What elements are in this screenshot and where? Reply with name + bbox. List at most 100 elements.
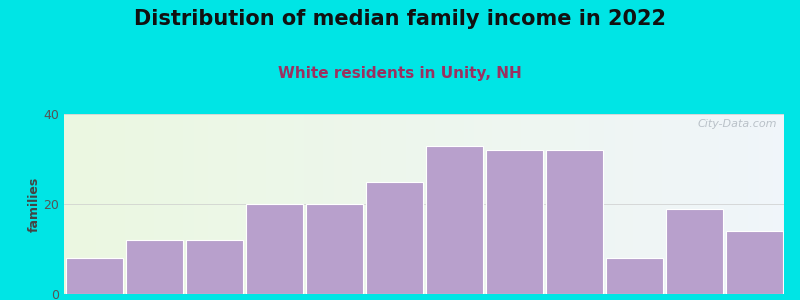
Bar xyxy=(558,114,561,294)
Bar xyxy=(467,114,471,294)
Bar xyxy=(755,114,758,294)
Bar xyxy=(637,114,640,294)
Bar xyxy=(586,114,590,294)
Bar xyxy=(67,114,71,294)
Bar xyxy=(254,114,258,294)
Bar xyxy=(766,114,770,294)
Bar xyxy=(532,114,536,294)
Bar xyxy=(277,114,280,294)
Bar xyxy=(110,114,114,294)
Bar xyxy=(129,114,133,294)
Bar xyxy=(669,114,672,294)
Bar xyxy=(614,114,618,294)
Bar xyxy=(578,114,582,294)
Bar xyxy=(582,114,586,294)
Bar xyxy=(334,114,338,294)
Bar xyxy=(126,240,182,294)
Bar xyxy=(640,114,643,294)
Bar xyxy=(246,204,302,294)
Bar xyxy=(690,114,694,294)
Bar xyxy=(734,114,738,294)
Bar xyxy=(161,114,165,294)
Bar xyxy=(536,114,539,294)
Bar xyxy=(374,114,378,294)
Bar xyxy=(211,114,215,294)
Bar xyxy=(294,114,298,294)
Bar xyxy=(240,114,244,294)
Bar xyxy=(450,114,453,294)
Bar xyxy=(522,114,525,294)
Bar xyxy=(154,114,158,294)
Bar xyxy=(438,114,442,294)
Bar xyxy=(176,114,179,294)
Bar xyxy=(611,114,614,294)
Bar xyxy=(139,114,143,294)
Bar xyxy=(186,240,242,294)
Bar xyxy=(741,114,744,294)
Bar xyxy=(316,114,319,294)
Bar xyxy=(738,114,741,294)
Bar xyxy=(312,114,316,294)
Bar xyxy=(529,114,532,294)
Bar xyxy=(773,114,777,294)
Bar xyxy=(478,114,482,294)
Bar xyxy=(546,150,602,294)
Bar xyxy=(273,114,277,294)
Bar xyxy=(701,114,705,294)
Bar xyxy=(705,114,709,294)
Bar xyxy=(712,114,715,294)
Bar xyxy=(82,114,86,294)
Bar xyxy=(93,114,97,294)
Bar xyxy=(546,114,550,294)
Bar xyxy=(464,114,467,294)
Bar xyxy=(230,114,234,294)
Bar xyxy=(730,114,734,294)
Bar xyxy=(507,114,510,294)
Bar xyxy=(748,114,751,294)
Bar xyxy=(542,114,546,294)
Bar xyxy=(64,114,67,294)
Bar xyxy=(190,114,194,294)
Bar xyxy=(201,114,204,294)
Bar xyxy=(503,114,507,294)
Bar xyxy=(150,114,154,294)
Bar xyxy=(251,114,254,294)
Bar xyxy=(244,114,248,294)
Bar xyxy=(723,114,726,294)
Bar xyxy=(248,114,251,294)
Bar xyxy=(234,114,237,294)
Bar xyxy=(262,114,266,294)
Bar xyxy=(597,114,600,294)
Bar xyxy=(158,114,161,294)
Bar xyxy=(136,114,139,294)
Bar xyxy=(208,114,211,294)
Bar xyxy=(197,114,201,294)
Bar xyxy=(565,114,568,294)
Bar xyxy=(338,114,341,294)
Bar xyxy=(575,114,579,294)
Bar xyxy=(751,114,755,294)
Bar xyxy=(291,114,294,294)
Bar xyxy=(686,114,690,294)
Bar xyxy=(143,114,146,294)
Bar xyxy=(395,114,398,294)
Bar xyxy=(410,114,413,294)
Bar xyxy=(392,114,395,294)
Bar xyxy=(600,114,604,294)
Bar xyxy=(398,114,402,294)
Bar xyxy=(606,258,662,294)
Bar xyxy=(330,114,334,294)
Bar xyxy=(428,114,431,294)
Bar xyxy=(496,114,499,294)
Bar xyxy=(320,114,323,294)
Bar xyxy=(284,114,287,294)
Bar xyxy=(306,204,362,294)
Bar xyxy=(359,114,362,294)
Bar xyxy=(280,114,284,294)
Bar xyxy=(715,114,719,294)
Bar xyxy=(554,114,558,294)
Y-axis label: families: families xyxy=(27,176,41,232)
Bar xyxy=(643,114,647,294)
Bar xyxy=(453,114,456,294)
Bar xyxy=(781,114,784,294)
